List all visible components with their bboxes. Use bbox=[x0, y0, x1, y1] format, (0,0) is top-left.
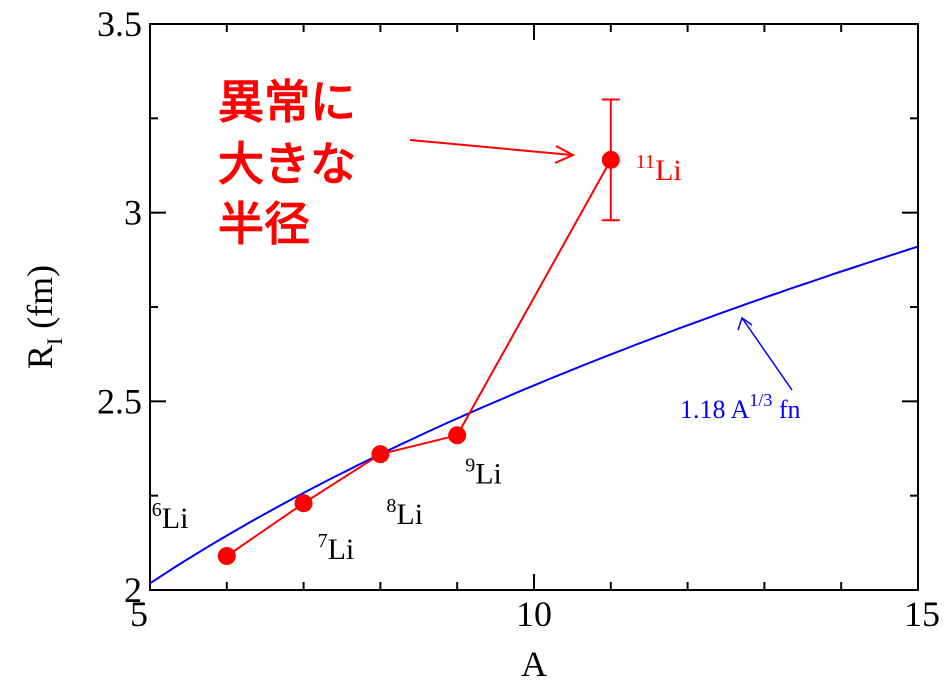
annotation-line: 異常に bbox=[218, 75, 356, 129]
isotope-label: 7Li bbox=[318, 530, 355, 566]
y-tick-label: 3.5 bbox=[97, 4, 142, 44]
y-tick-label: 2 bbox=[124, 570, 142, 610]
data-point bbox=[217, 547, 236, 566]
isotope-label: 11Li bbox=[636, 151, 682, 187]
isotope-label: 6Li bbox=[152, 499, 189, 535]
isotope-label: 9Li bbox=[465, 454, 502, 490]
fit-arrowhead bbox=[737, 316, 753, 331]
annotation-line: 大きな bbox=[218, 137, 356, 191]
annotation-line: 半径 bbox=[218, 197, 310, 251]
y-tick-label: 2.5 bbox=[97, 381, 142, 421]
x-tick-label: 15 bbox=[904, 594, 940, 634]
annotation-arrow bbox=[409, 139, 573, 156]
fit-arrow bbox=[741, 317, 793, 391]
data-point bbox=[371, 445, 390, 464]
data-point bbox=[448, 426, 467, 445]
x-tick-label: 10 bbox=[516, 594, 552, 634]
fit-curve bbox=[149, 245, 919, 585]
fit-label: 1.18 A1/3 fn bbox=[680, 390, 801, 424]
x-axis-title: A bbox=[521, 644, 547, 683]
annotation-arrowhead bbox=[554, 145, 576, 164]
isotope-label: 8Li bbox=[386, 495, 423, 531]
x-tick-label: 5 bbox=[130, 594, 148, 634]
data-point bbox=[294, 494, 313, 513]
data-point bbox=[601, 150, 620, 169]
y-tick-label: 3 bbox=[124, 193, 142, 233]
y-axis-title: RI (fm) bbox=[20, 265, 67, 369]
